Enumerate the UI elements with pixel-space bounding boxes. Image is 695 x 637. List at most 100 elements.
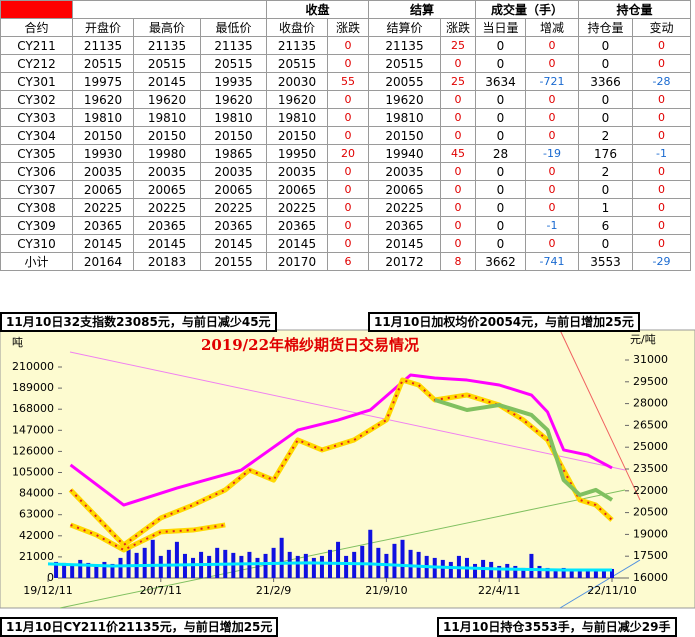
header-cell: 最低价 [200,18,267,37]
cell: 0 [632,234,691,253]
cell: 21135 [72,36,134,55]
header-cell: 合约 [0,18,73,37]
volume-bar [577,568,582,578]
cell: 20035 [133,162,201,181]
cell: 0 [475,234,526,253]
contract-name: CY301 [0,72,73,91]
volume-bar [94,564,99,578]
series-line [47,561,612,572]
cell: -28 [632,72,691,91]
cell: 6 [578,216,633,235]
y-tick-label: 168000 [12,402,54,415]
y2-tick-label: 23500 [633,462,668,475]
cell: 19940 [368,144,441,163]
cell: 3553 [578,252,633,271]
volume-bar [207,555,212,578]
volume-bar [102,561,107,578]
contract-name: CY302 [0,90,73,109]
cell: 0 [475,36,526,55]
volume-bar [601,569,606,578]
cell: 20155 [200,252,267,271]
cell: 3634 [475,72,526,91]
cell: 0 [525,234,579,253]
cell: 20055 [368,72,441,91]
y-tick-label: 42000 [19,529,54,542]
cell: 0 [525,162,579,181]
volume-bar [118,557,123,578]
trend-line [559,329,641,501]
cell: 0 [632,198,691,217]
cell: 0 [440,198,476,217]
volume-bar [78,559,83,578]
y2-tick-label: 28000 [633,397,668,410]
cell: 20145 [133,72,201,91]
cell: 0 [327,198,369,217]
cell: 0 [440,216,476,235]
cell: 21135 [133,36,201,55]
trend-line [59,489,626,609]
volume-bar [610,568,614,578]
cell: 20 [327,144,369,163]
cell: -29 [632,252,691,271]
cell: 0 [632,36,691,55]
trend-line [559,559,641,609]
x-tick-label: 20/7/11 [140,584,182,597]
header-cell: 收盘价 [266,18,328,37]
cell: 0 [632,216,691,235]
cell: 0 [632,126,691,145]
cell: 25 [440,36,476,55]
cell: 20035 [200,162,267,181]
cell: 19810 [200,108,267,127]
volume-bar [448,561,453,578]
cell: 19810 [266,108,328,127]
cell: 0 [475,216,526,235]
cell: 21135 [266,36,328,55]
header-group: 结算 [368,0,476,19]
cell: 0 [525,108,579,127]
volume-bar [408,549,413,578]
cell: 3366 [578,72,633,91]
cell: 0 [327,108,369,127]
cell: 20150 [133,126,201,145]
cell: 0 [525,36,579,55]
volume-bar [110,563,115,578]
volume-bar [311,557,316,578]
cell: -1 [525,216,579,235]
cell: 20225 [266,198,328,217]
cell: 20170 [266,252,328,271]
cell: 20365 [133,216,201,235]
cell: 0 [525,126,579,145]
y-tick-label: 147000 [12,423,54,436]
cell: 20065 [133,180,201,199]
volume-bar [553,568,558,578]
volume-bar [158,555,163,578]
cell: 19620 [72,90,134,109]
cell: -741 [525,252,579,271]
volume-bar [505,563,510,578]
cell: 2 [578,162,633,181]
volume-bar [191,557,196,578]
volume-bar [561,567,566,578]
cell: 20145 [266,234,328,253]
cell: 0 [440,234,476,253]
cell: 0 [578,90,633,109]
cell: 20150 [368,126,441,145]
contract-name: CY303 [0,108,73,127]
contract-name: CY212 [0,54,73,73]
cell: 20145 [133,234,201,253]
contract-name: CY307 [0,180,73,199]
cell: 20150 [200,126,267,145]
series-line [69,522,226,553]
cell: 28 [475,144,526,163]
trend-line [69,351,626,471]
cell: 19620 [200,90,267,109]
header-cell: 增减 [525,18,579,37]
cell: 0 [525,198,579,217]
volume-bar [70,563,75,578]
cell: 20065 [72,180,134,199]
volume-bar [279,537,284,578]
header-group: 成交量（手） [475,0,579,19]
cell: 0 [475,54,526,73]
